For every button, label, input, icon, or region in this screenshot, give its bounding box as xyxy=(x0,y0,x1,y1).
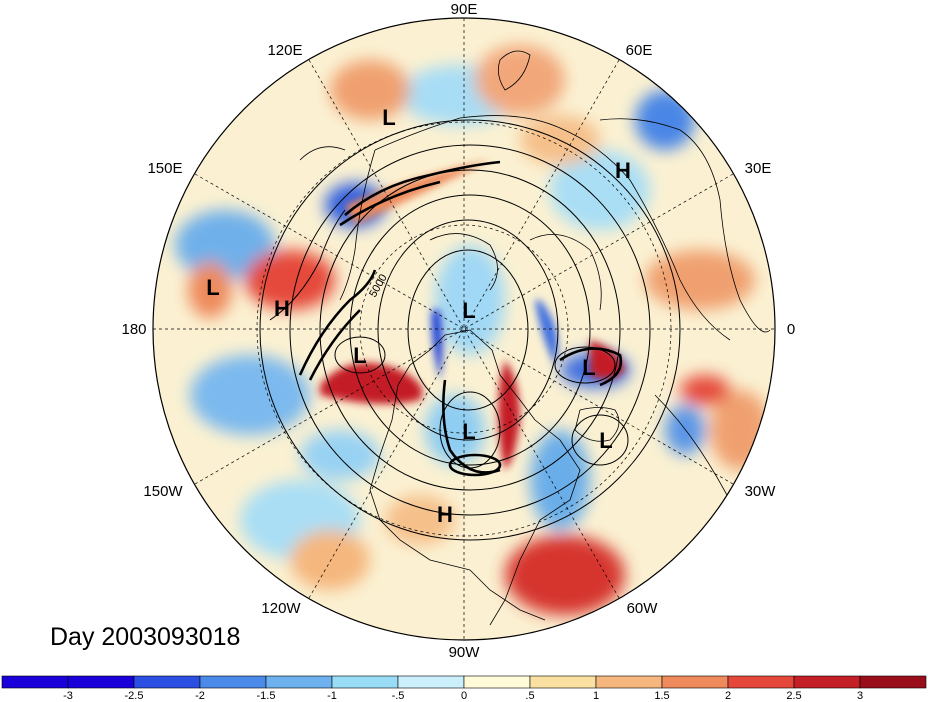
graticule xyxy=(153,18,775,640)
colorbar-swatch xyxy=(859,675,927,689)
colorbar-swatch xyxy=(463,675,531,689)
lon-label-180: 180 xyxy=(121,321,146,338)
high-center: H xyxy=(274,296,290,321)
colorbar-tick-label: 2.5 xyxy=(786,690,801,702)
lon-label-60e: 60E xyxy=(626,42,653,59)
lon-label-150e: 150E xyxy=(147,160,182,177)
lon-label-120w: 120W xyxy=(261,600,301,617)
jet-contours xyxy=(298,160,623,477)
high-center: H xyxy=(615,158,631,183)
colorbar-tick-labels: -3 -2.5 -2 -1.5 -1 -.5 0 .5 1 1.5 2 2.5 3 xyxy=(63,690,863,702)
map-boundary xyxy=(152,17,776,641)
lon-label-0: 0 xyxy=(787,321,795,338)
high-center: H xyxy=(437,502,453,527)
colorbar-tick-label: -1.5 xyxy=(257,690,276,702)
colorbar-tick-label: 3 xyxy=(857,690,863,702)
colorbar-tick-label: -2 xyxy=(195,690,205,702)
coastlines xyxy=(299,50,771,626)
low-center: L xyxy=(462,298,475,323)
colorbar-tick-label: 2 xyxy=(725,690,731,702)
low-center: L xyxy=(353,343,366,368)
lon-label-30e: 30E xyxy=(745,160,772,177)
lon-label-30w: 30W xyxy=(745,483,777,500)
longitude-labels: 90E 60E 30E 0 30W 60W 90W 120W 150W 180 … xyxy=(121,1,795,661)
colorbar-swatch xyxy=(595,675,663,689)
colorbar-tick-label: 0 xyxy=(461,690,467,702)
low-center: L xyxy=(206,275,219,300)
colorbar-tick-label: -.5 xyxy=(392,690,405,702)
colorbar-swatch xyxy=(529,675,597,689)
colorbar-tick-label: 1.5 xyxy=(654,690,669,702)
colorbar-swatch xyxy=(331,675,399,689)
colorbar-tick-label: .5 xyxy=(525,690,534,702)
colorbar-swatch xyxy=(67,675,135,689)
colorbar-tick-label: -3 xyxy=(63,690,73,702)
lon-label-150w: 150W xyxy=(143,483,183,500)
colorbar-swatch xyxy=(1,675,69,689)
lon-label-90w: 90W xyxy=(449,644,481,661)
pressure-centers: L H L H L L L L L H xyxy=(206,105,631,527)
colorbar-swatch xyxy=(265,675,333,689)
lon-label-90e: 90E xyxy=(451,1,478,18)
low-center: L xyxy=(599,428,612,453)
colorbar-swatch xyxy=(397,675,465,689)
colorbar-swatch xyxy=(661,675,729,689)
colorbar-swatch xyxy=(727,675,795,689)
lon-label-60w: 60W xyxy=(627,600,659,617)
height-contours xyxy=(259,119,681,541)
colorbar-swatch xyxy=(199,675,267,689)
low-center: L xyxy=(382,105,395,130)
colorbar-swatch xyxy=(133,675,201,689)
low-center: L xyxy=(582,355,595,380)
colorbar xyxy=(1,675,927,689)
map-title: Day 2003093018 xyxy=(50,623,240,651)
lon-label-120e: 120E xyxy=(267,42,302,59)
low-center: L xyxy=(462,419,475,444)
colorbar-tick-label: 1 xyxy=(593,690,599,702)
colorbar-tick-label: -1 xyxy=(327,690,337,702)
colorbar-tick-label: -2.5 xyxy=(125,690,144,702)
colorbar-swatch xyxy=(793,675,861,689)
